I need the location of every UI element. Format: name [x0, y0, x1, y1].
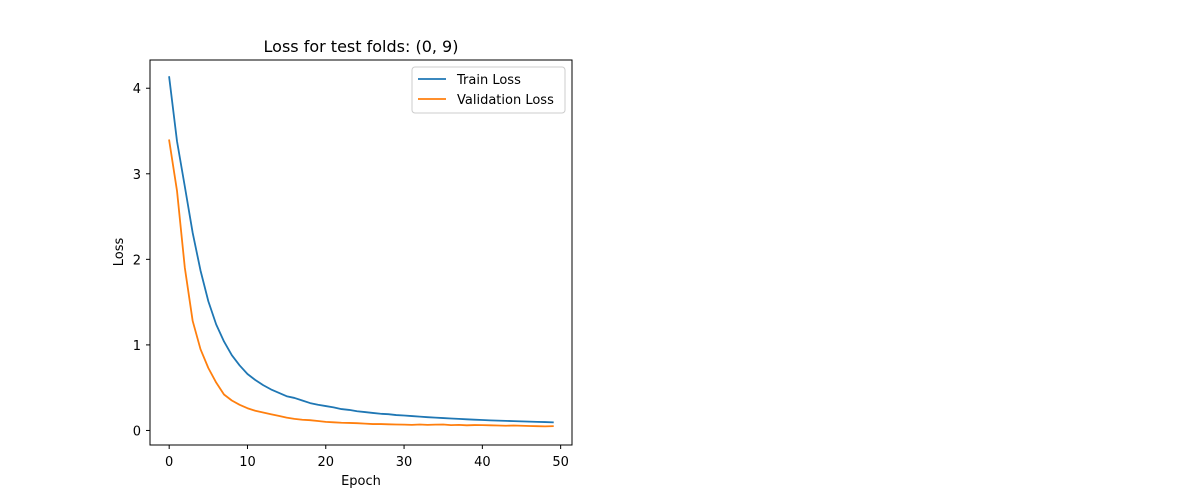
legend: Train Loss Validation Loss — [411, 66, 566, 114]
y-axis-ticks: 0 1 2 3 4 — [133, 82, 150, 439]
legend-label-train-loss: Train Loss — [456, 73, 521, 88]
y-tick-label: 3 — [133, 168, 141, 183]
y-tick-label: 4 — [133, 82, 141, 97]
x-tick-label: 20 — [317, 455, 334, 470]
series-line-validation-loss — [168, 139, 554, 428]
y-tick-label: 0 — [133, 424, 141, 439]
x-tick-label: 50 — [552, 455, 569, 470]
x-axis-label: Epoch — [341, 474, 381, 489]
legend-label-validation-loss: Validation Loss — [457, 93, 554, 108]
y-tick-label: 1 — [133, 339, 141, 354]
legend-box — [411, 66, 566, 114]
x-axis-ticks: 0 10 20 30 40 50 — [165, 445, 569, 470]
plot-area — [149, 59, 573, 446]
chart-title: Loss for test folds: (0, 9) — [264, 37, 459, 56]
x-tick-label: 30 — [396, 455, 413, 470]
y-tick-label: 2 — [133, 253, 141, 268]
x-tick-label: 40 — [474, 455, 491, 470]
x-tick-label: 0 — [165, 455, 173, 470]
plot-frame — [149, 59, 573, 446]
y-axis-label: Loss — [112, 238, 127, 267]
series-layer — [168, 76, 554, 428]
x-tick-label: 10 — [239, 455, 256, 470]
series-line-train-loss — [168, 76, 554, 424]
